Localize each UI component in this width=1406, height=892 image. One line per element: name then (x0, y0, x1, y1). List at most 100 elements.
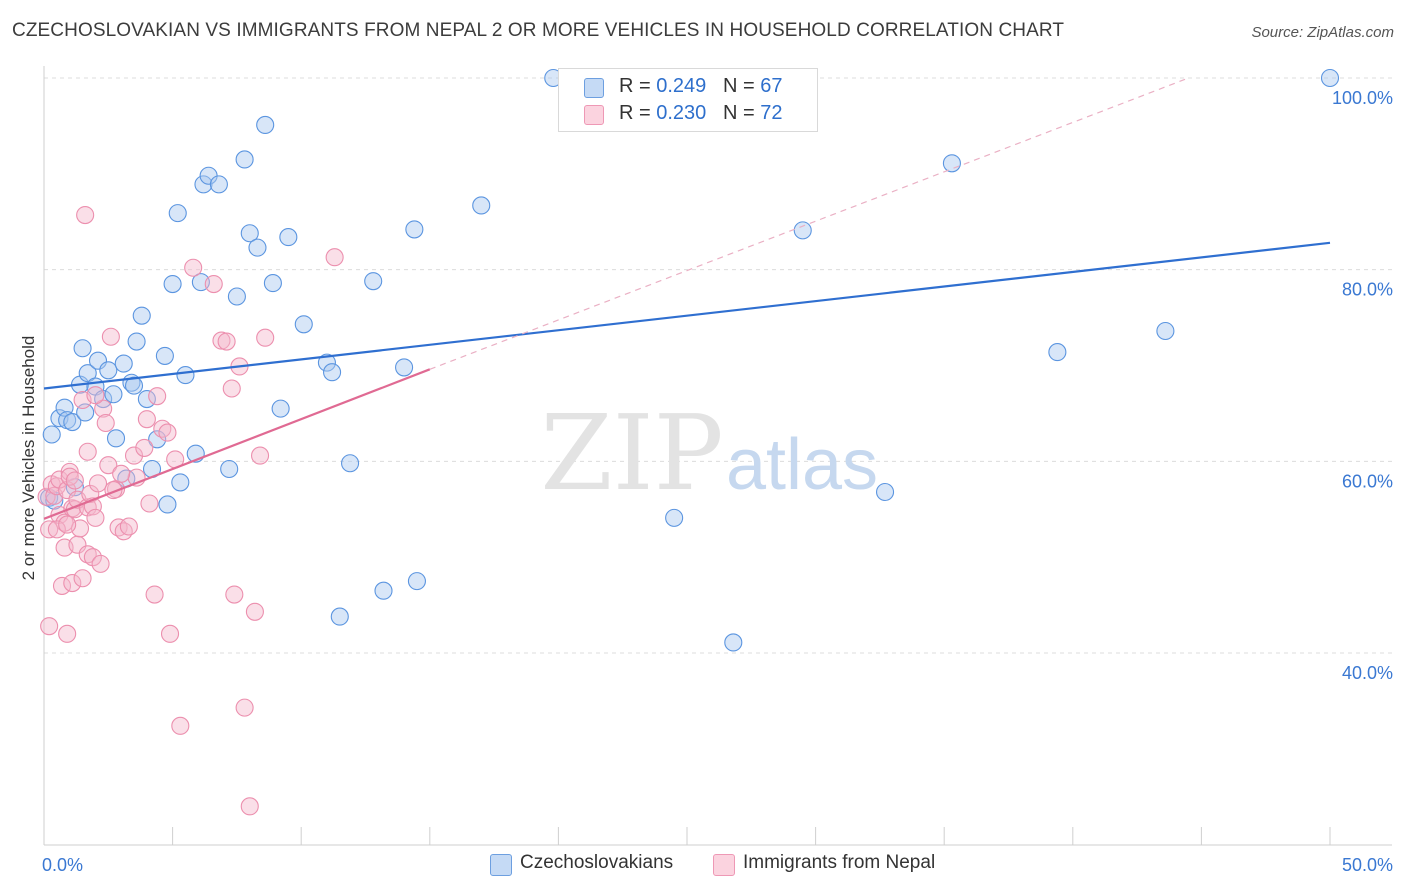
correlation-legend: R = 0.249 N = 67 R = 0.230 N = 72 (558, 68, 818, 132)
data-point (248, 238, 267, 257)
chart-title: CZECHOSLOVAKIAN VS IMMIGRANTS FROM NEPAL… (12, 20, 1065, 41)
data-point (875, 482, 895, 502)
data-point (235, 150, 254, 169)
data-point (78, 545, 97, 564)
data-point (217, 332, 236, 351)
data-point (1048, 343, 1067, 362)
data-point (58, 624, 77, 643)
data-point (256, 115, 275, 135)
data-point (204, 274, 223, 294)
data-point (63, 573, 82, 593)
data-point (472, 196, 491, 215)
data-point (176, 366, 195, 385)
data-point (271, 399, 290, 418)
y-tick-label: 60.0% (1342, 471, 1393, 491)
data-point (101, 327, 120, 346)
data-point (114, 522, 133, 541)
legend-r-value: 0.230 (656, 102, 707, 124)
legend-swatch-blue (490, 854, 512, 876)
data-point (665, 508, 684, 527)
data-point (263, 274, 282, 293)
data-point (163, 274, 182, 294)
data-point (168, 204, 187, 223)
data-point (323, 363, 342, 382)
data-point (158, 423, 177, 442)
data-point (225, 585, 244, 604)
data-point (112, 464, 131, 483)
data-point (76, 205, 95, 225)
data-point (124, 446, 144, 465)
data-point (137, 389, 156, 409)
trend-line-extension (429, 77, 1189, 370)
data-point (40, 520, 59, 539)
watermark-zip: ZIP (540, 392, 723, 514)
data-point (40, 617, 59, 636)
data-point (132, 306, 151, 325)
data-point (724, 633, 743, 652)
legend-r-label: R = (619, 102, 651, 124)
legend-r-label: R = (619, 75, 651, 97)
data-point (240, 797, 259, 816)
data-point (127, 332, 146, 351)
data-point (124, 376, 144, 395)
data-point (99, 456, 118, 475)
data-point (47, 520, 66, 539)
legend-r-value: 0.249 (656, 75, 707, 97)
data-point (140, 494, 159, 513)
data-point (73, 339, 92, 358)
data-point (155, 346, 174, 365)
data-point (227, 287, 246, 306)
legend-label: Immigrants from Nepal (743, 852, 936, 873)
data-point (78, 442, 97, 461)
data-point (63, 412, 82, 432)
data-point (184, 258, 203, 277)
data-point (374, 581, 393, 600)
watermark-atlas: atlas (726, 425, 878, 505)
legend-swatch-pink (713, 854, 735, 876)
data-point (341, 454, 360, 473)
legend-swatch-pink (584, 105, 604, 125)
series-immigrants-from-nepal (37, 205, 344, 816)
data-point (245, 602, 264, 621)
grid (44, 77, 1392, 654)
data-point (212, 331, 231, 350)
trend-line (43, 241, 1331, 390)
x-tick-label: 0.0% (42, 855, 83, 875)
data-point (1156, 321, 1175, 341)
data-point (148, 387, 167, 406)
series-czechoslovakians (40, 68, 1340, 652)
data-point (194, 175, 213, 194)
axes (43, 66, 1392, 846)
data-point (1320, 68, 1340, 88)
data-point (106, 429, 126, 448)
data-point (294, 315, 313, 334)
legend-swatch-blue (584, 78, 604, 98)
data-point (325, 248, 344, 267)
data-point (407, 572, 426, 591)
data-point (114, 354, 133, 373)
data-point (158, 495, 177, 514)
data-point (86, 508, 105, 527)
data-point (104, 385, 123, 404)
data-point (942, 154, 961, 173)
data-point (405, 220, 424, 239)
data-point (220, 459, 239, 479)
data-point (52, 576, 72, 595)
data-point (94, 399, 113, 418)
data-point (209, 175, 228, 194)
data-point (279, 228, 298, 247)
data-point (148, 430, 167, 449)
data-point (330, 607, 349, 626)
data-point (240, 224, 259, 243)
data-point (793, 221, 812, 240)
legend-n-label: N = (722, 102, 755, 124)
legend-n-label: N = (722, 75, 755, 97)
data-point (73, 569, 92, 588)
y-axis-label: 2 or more Vehicles in Household (19, 335, 38, 581)
data-point (60, 462, 79, 481)
source-label: Source: ZipAtlas.com (1251, 24, 1394, 41)
y-tick-label: 40.0% (1342, 663, 1393, 683)
data-point (137, 410, 156, 429)
data-point (78, 364, 97, 383)
